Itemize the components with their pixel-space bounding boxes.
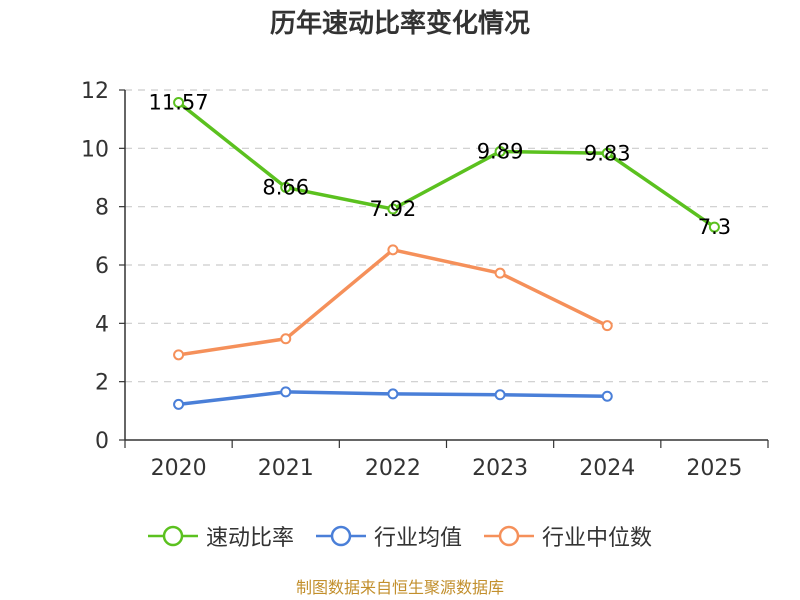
y-tick-label: 6 (95, 254, 109, 279)
y-tick-label: 0 (95, 429, 109, 454)
legend-label-industry-mean: 行业均值 (373, 526, 462, 551)
data-label-quick-ratio: 9.83 (584, 141, 631, 165)
legend-label-quick-ratio: 速动比率 (205, 526, 294, 551)
data-point-industry-mean (601, 390, 613, 402)
data-label-quick-ratio: 7.3 (698, 215, 731, 239)
y-tick-label: 12 (81, 79, 109, 104)
chart-legend: 速动比率 行业均值 行业中位数 (0, 516, 800, 556)
data-point-industry-mean (173, 398, 185, 410)
x-tick-label: 2024 (579, 456, 635, 481)
data-point-quick-ratio (173, 97, 185, 109)
x-tick-label: 2022 (365, 456, 421, 481)
legend-item-quick-ratio[interactable]: 速动比率 (147, 520, 294, 552)
data-point-industry-median (494, 267, 506, 279)
data-point-quick-ratio (494, 146, 506, 158)
legend-marker-industry-median (484, 525, 534, 547)
series-line-quick-ratio (176, 100, 717, 229)
data-point-quick-ratio (708, 221, 720, 233)
data-point-quick-ratio (387, 203, 399, 215)
chart-title: 历年速动比率变化情况 (269, 9, 530, 39)
legend-item-industry-mean[interactable]: 行业均值 (315, 520, 462, 552)
data-point-industry-mean (280, 386, 292, 398)
data-point-industry-mean (387, 388, 399, 400)
data-point-industry-median (387, 244, 399, 256)
x-tick-label: 2023 (472, 456, 528, 481)
data-source-note: 制图数据来自恒生聚源数据库 (295, 578, 504, 597)
x-tick-label: 2025 (686, 456, 742, 481)
data-point-industry-median (280, 333, 292, 345)
data-label-quick-ratio: 11.57 (149, 91, 209, 115)
data-point-industry-median (173, 349, 185, 361)
y-tick-label: 2 (95, 371, 109, 396)
x-tick-label: 2021 (258, 456, 314, 481)
data-label-quick-ratio: 8.66 (262, 175, 309, 199)
data-label-quick-ratio: 9.89 (477, 140, 524, 164)
legend-marker-industry-mean (315, 525, 366, 547)
y-tick-label: 8 (95, 196, 109, 221)
legend-marker-quick-ratio (147, 525, 198, 547)
data-point-industry-median (601, 320, 613, 332)
x-tick-label: 2020 (151, 456, 207, 481)
data-point-quick-ratio (280, 181, 292, 193)
data-point-quick-ratio (601, 147, 613, 159)
legend-item-industry-median[interactable]: 行业中位数 (484, 520, 652, 552)
y-tick-label: 10 (81, 137, 109, 162)
data-point-industry-mean (494, 389, 506, 401)
legend-label-industry-median: 行业中位数 (542, 526, 653, 551)
data-label-quick-ratio: 7.92 (370, 197, 417, 221)
y-tick-label: 4 (95, 312, 109, 337)
